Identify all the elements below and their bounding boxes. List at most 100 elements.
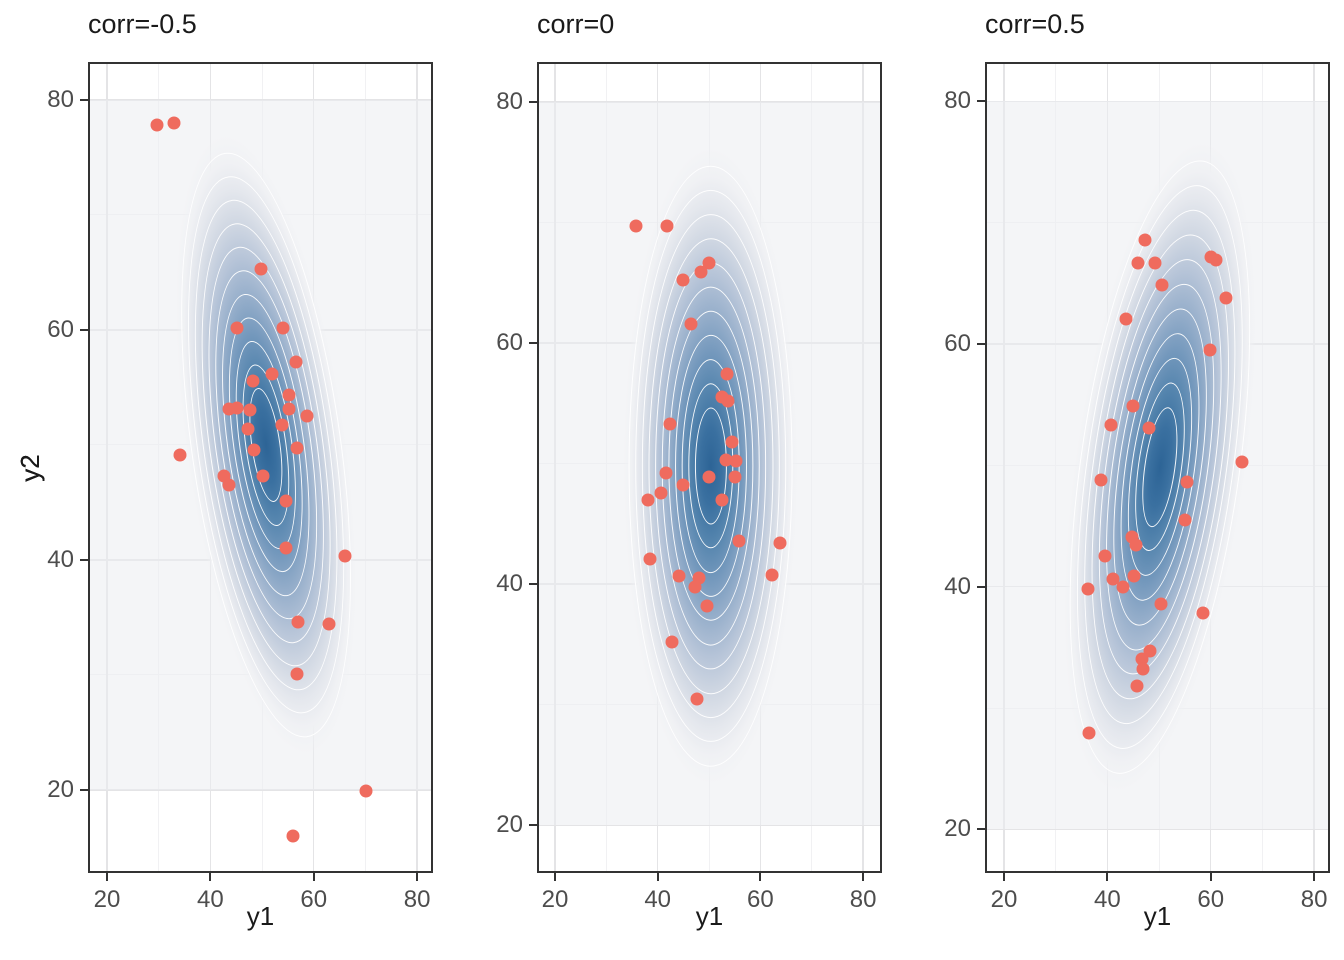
x-tick-label: 80 (849, 886, 877, 913)
contour-ring (628, 165, 793, 767)
x-tick-mark (1003, 873, 1006, 881)
data-point (719, 453, 733, 467)
contour-ring (206, 288, 326, 602)
data-point (173, 448, 187, 462)
data-point (1081, 582, 1095, 596)
x-tick-label: 40 (1094, 886, 1121, 913)
contour-ring (197, 264, 336, 626)
x-tick-label: 40 (644, 886, 672, 913)
gridline-x-major (416, 62, 418, 873)
gridline-x-minor (1055, 62, 1057, 873)
gridline-x-major (759, 62, 762, 873)
contour-ring (694, 407, 727, 525)
gridline-y-minor (985, 464, 1330, 466)
data-point (1138, 233, 1152, 247)
contour-ring (1037, 149, 1283, 785)
data-point (676, 273, 690, 287)
data-point (1082, 726, 1096, 740)
gridline-x-minor (158, 62, 160, 873)
x-tick-mark (656, 873, 659, 881)
panel-border (985, 62, 1330, 873)
contour-ring (654, 262, 767, 670)
y-tick-label: 20 (496, 811, 523, 839)
contour-ring (178, 215, 354, 675)
x-tick-mark (553, 873, 556, 881)
data-point (290, 667, 304, 681)
data-point (773, 536, 787, 550)
contour-ring (667, 310, 754, 622)
data-point (1203, 343, 1217, 357)
contour-ring (215, 312, 317, 577)
data-point (1106, 572, 1120, 586)
data-point (721, 394, 735, 408)
data-point (1209, 253, 1223, 267)
gridline-y-major (537, 101, 882, 103)
y-tick-mark (80, 558, 88, 561)
data-point (1131, 256, 1145, 270)
gridline-x-minor (1158, 62, 1160, 873)
data-point (641, 493, 655, 507)
y-tick-label: 80 (944, 87, 971, 115)
gridline-y-minor (985, 222, 1330, 224)
data-point (1135, 652, 1149, 666)
plot-panel (537, 62, 882, 873)
data-point (150, 118, 164, 132)
data-point (286, 829, 300, 843)
x-tick-mark (416, 873, 419, 881)
data-point (1094, 473, 1108, 487)
gridline-x-major (554, 62, 556, 873)
contour-ring (1077, 251, 1244, 682)
x-tick-mark (106, 873, 109, 881)
contour-ring (1126, 379, 1194, 555)
y-tick-mark (977, 100, 985, 103)
density-gradient (623, 147, 798, 785)
gridline-x-minor (261, 62, 263, 873)
data-point (654, 486, 668, 500)
contour-ring (641, 214, 780, 718)
gridline-x-major (1106, 62, 1109, 873)
data-point (765, 568, 779, 582)
gridline-x-minor (605, 62, 607, 873)
contour-ring (169, 191, 363, 699)
data-point (1148, 256, 1162, 270)
data-point (1155, 278, 1169, 292)
data-point (1129, 538, 1143, 552)
data-point (672, 569, 686, 583)
data-point (167, 116, 181, 130)
data-point (700, 599, 714, 613)
y-axis-title: y2 (15, 453, 45, 482)
y-tick-label: 60 (944, 330, 971, 358)
density-field (88, 99, 433, 790)
y-tick-mark (977, 585, 985, 588)
y-tick-label: 60 (496, 328, 523, 356)
x-tick-label: 20 (541, 886, 569, 913)
data-point (322, 617, 336, 631)
gridline-y-minor (537, 704, 882, 706)
data-point (265, 367, 279, 381)
data-point (1125, 530, 1139, 544)
contour-ring (634, 189, 787, 743)
data-point (715, 493, 729, 507)
contour-ring (188, 239, 345, 650)
data-point (275, 418, 289, 432)
plot-title: corr=0.5 (985, 9, 1085, 39)
contour-ring (1067, 225, 1253, 708)
y-tick-mark (977, 828, 985, 831)
gridline-y-major (985, 828, 1330, 831)
data-point (217, 469, 231, 483)
data-point (1154, 597, 1168, 611)
contour-ring (1086, 276, 1234, 657)
data-point (282, 388, 296, 402)
plot-panel (985, 62, 1330, 873)
gridline-y-minor (537, 463, 882, 465)
x-tick-mark (1209, 873, 1212, 881)
data-point (222, 402, 236, 416)
x-tick-label: 20 (990, 886, 1018, 913)
data-point (289, 355, 303, 369)
data-point (684, 317, 698, 331)
gridline-y-major (88, 329, 433, 331)
x-tick-label: 60 (747, 886, 774, 913)
data-point (702, 256, 716, 270)
y-tick-label: 40 (496, 570, 523, 598)
